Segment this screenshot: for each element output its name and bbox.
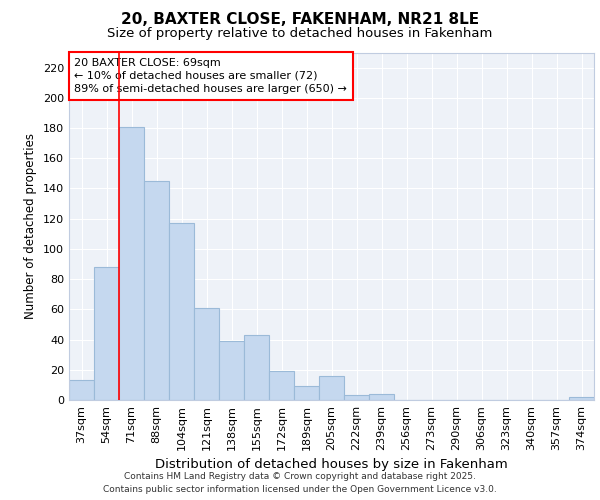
Bar xyxy=(569,397,594,400)
Bar xyxy=(369,394,394,400)
Y-axis label: Number of detached properties: Number of detached properties xyxy=(25,133,37,320)
Text: Contains HM Land Registry data © Crown copyright and database right 2025.: Contains HM Land Registry data © Crown c… xyxy=(124,472,476,481)
X-axis label: Distribution of detached houses by size in Fakenham: Distribution of detached houses by size … xyxy=(155,458,508,471)
Text: 20, BAXTER CLOSE, FAKENHAM, NR21 8LE: 20, BAXTER CLOSE, FAKENHAM, NR21 8LE xyxy=(121,12,479,28)
Bar xyxy=(319,376,344,400)
Bar xyxy=(119,126,144,400)
Bar xyxy=(344,396,369,400)
Bar xyxy=(244,335,269,400)
Bar xyxy=(69,380,94,400)
Text: Contains public sector information licensed under the Open Government Licence v3: Contains public sector information licen… xyxy=(103,485,497,494)
Bar xyxy=(219,341,244,400)
Bar xyxy=(169,223,194,400)
Bar xyxy=(269,372,294,400)
Bar xyxy=(94,267,119,400)
Bar xyxy=(144,181,169,400)
Bar xyxy=(194,308,219,400)
Text: Size of property relative to detached houses in Fakenham: Size of property relative to detached ho… xyxy=(107,28,493,40)
Bar xyxy=(294,386,319,400)
Text: 20 BAXTER CLOSE: 69sqm
← 10% of detached houses are smaller (72)
89% of semi-det: 20 BAXTER CLOSE: 69sqm ← 10% of detached… xyxy=(74,58,347,94)
